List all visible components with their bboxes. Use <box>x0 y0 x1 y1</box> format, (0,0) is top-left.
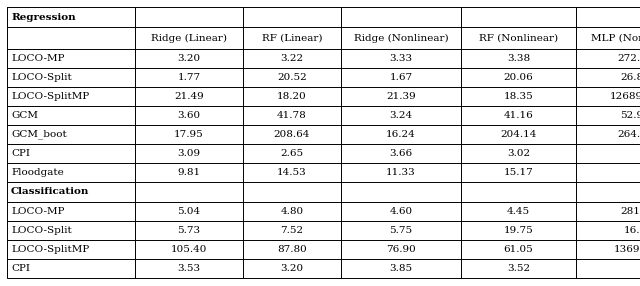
Text: 12689.53: 12689.53 <box>610 92 640 101</box>
Text: 105.40: 105.40 <box>171 245 207 254</box>
Text: 281.8: 281.8 <box>620 207 640 216</box>
Text: 5.73: 5.73 <box>177 226 200 235</box>
Text: 18.20: 18.20 <box>277 92 307 101</box>
Text: 5.75: 5.75 <box>389 226 413 235</box>
Text: 3.66: 3.66 <box>389 149 413 158</box>
Text: 7.52: 7.52 <box>280 226 303 235</box>
Text: 3.02: 3.02 <box>507 149 530 158</box>
Text: 19.75: 19.75 <box>504 226 533 235</box>
Text: 21.49: 21.49 <box>174 92 204 101</box>
Text: 1.67: 1.67 <box>389 73 413 82</box>
Text: 61.05: 61.05 <box>504 245 533 254</box>
Text: 18.35: 18.35 <box>504 92 533 101</box>
Text: 15.17: 15.17 <box>504 168 533 177</box>
Text: LOCO-SplitMP: LOCO-SplitMP <box>11 245 89 254</box>
Text: LOCO-MP: LOCO-MP <box>11 54 65 63</box>
Text: 52.97: 52.97 <box>620 111 640 120</box>
Text: 26.86: 26.86 <box>620 73 640 82</box>
Text: 4.60: 4.60 <box>389 207 413 216</box>
Text: 5.04: 5.04 <box>177 207 200 216</box>
Text: 41.16: 41.16 <box>504 111 533 120</box>
Text: 3.38: 3.38 <box>507 54 530 63</box>
Text: Regression: Regression <box>11 13 76 21</box>
Text: LOCO-Split: LOCO-Split <box>11 73 72 82</box>
Text: 21.39: 21.39 <box>386 92 416 101</box>
Text: 3.85: 3.85 <box>389 264 413 273</box>
Text: RF (Nonlinear): RF (Nonlinear) <box>479 33 558 43</box>
Text: 41.78: 41.78 <box>277 111 307 120</box>
Text: LOCO-Split: LOCO-Split <box>11 226 72 235</box>
Text: 272.36: 272.36 <box>617 54 640 63</box>
Text: LOCO-SplitMP: LOCO-SplitMP <box>11 92 89 101</box>
Text: Floodgate: Floodgate <box>11 168 64 177</box>
Text: 14.53: 14.53 <box>277 168 307 177</box>
Text: RF (Linear): RF (Linear) <box>262 33 323 43</box>
Text: MLP (Nonlinear): MLP (Nonlinear) <box>591 33 640 43</box>
Text: 3.24: 3.24 <box>389 111 413 120</box>
Text: 204.14: 204.14 <box>500 130 537 139</box>
Text: GCM_boot: GCM_boot <box>11 130 67 139</box>
Text: 13690.6: 13690.6 <box>614 245 640 254</box>
Text: CPI: CPI <box>11 149 30 158</box>
Text: 76.90: 76.90 <box>386 245 416 254</box>
Text: Ridge (Nonlinear): Ridge (Nonlinear) <box>354 33 448 43</box>
Text: 3.33: 3.33 <box>389 54 413 63</box>
Text: 3.09: 3.09 <box>177 149 200 158</box>
Text: LOCO-MP: LOCO-MP <box>11 207 65 216</box>
Text: GCM: GCM <box>11 111 38 120</box>
Text: 4.80: 4.80 <box>280 207 303 216</box>
Text: 11.33: 11.33 <box>386 168 416 177</box>
Text: 3.60: 3.60 <box>177 111 200 120</box>
Text: 9.81: 9.81 <box>177 168 200 177</box>
Text: 16.9: 16.9 <box>623 226 640 235</box>
Text: CPI: CPI <box>11 264 30 273</box>
Text: 2.65: 2.65 <box>280 149 303 158</box>
Text: 17.95: 17.95 <box>174 130 204 139</box>
Text: 4.45: 4.45 <box>507 207 530 216</box>
Text: 87.80: 87.80 <box>277 245 307 254</box>
Text: 3.20: 3.20 <box>280 264 303 273</box>
Text: 264.06: 264.06 <box>617 130 640 139</box>
Text: 16.24: 16.24 <box>386 130 416 139</box>
Text: 208.64: 208.64 <box>274 130 310 139</box>
Text: 20.06: 20.06 <box>504 73 533 82</box>
Text: 3.20: 3.20 <box>177 54 200 63</box>
Text: 3.22: 3.22 <box>280 54 303 63</box>
Text: 20.52: 20.52 <box>277 73 307 82</box>
Text: 3.52: 3.52 <box>507 264 530 273</box>
Text: Ridge (Linear): Ridge (Linear) <box>151 33 227 43</box>
Text: 1.77: 1.77 <box>177 73 200 82</box>
Text: Classification: Classification <box>11 188 90 196</box>
Text: 3.53: 3.53 <box>177 264 200 273</box>
